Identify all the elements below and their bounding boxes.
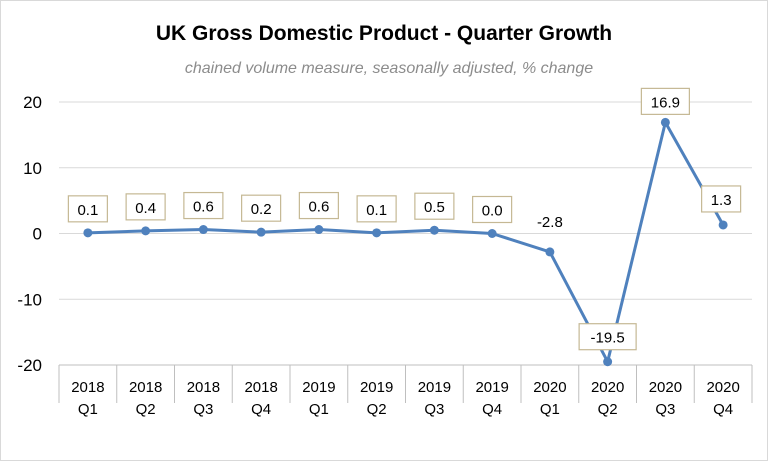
y-tick-label: 0 [33, 225, 42, 244]
data-point [487, 229, 497, 238]
data-label: 0.6 [298, 191, 339, 220]
x-tick-label-year: 2018 [244, 379, 277, 396]
data-label-box [241, 194, 282, 222]
x-tick-label-quarter: Q3 [193, 401, 213, 418]
data-label: 0.6 [183, 191, 224, 220]
series-line-path [87, 120, 725, 364]
data-label-text: 0.6 [308, 199, 329, 216]
data-label: -2.8 [537, 214, 563, 231]
series-line [87, 120, 725, 364]
data-point [603, 357, 613, 367]
chart-title: UK Gross Domestic Product - Quarter Grow… [156, 22, 612, 45]
data-point [83, 228, 93, 238]
data-label: 0.0 [472, 195, 513, 224]
y-tick-label: 10 [23, 159, 42, 178]
data-label-box [640, 87, 690, 115]
data-points [83, 117, 728, 367]
x-tick-label-year: 2019 [360, 379, 393, 396]
data-label-text: -2.8 [537, 214, 563, 231]
data-label: 0.4 [125, 193, 166, 221]
data-label-text: 16.9 [651, 94, 680, 111]
data-label-text: 0.1 [366, 202, 387, 219]
x-tick-label-quarter: Q3 [424, 401, 444, 418]
x-tick-label-year: 2019 [475, 379, 508, 396]
data-point [660, 117, 670, 127]
x-axis-ticks: 2018 Q1 2018 Q2 2018 Q3 2018 Q4 2019 Q1 2019 Q2 2019… [58, 364, 753, 418]
data-label-text: 0.2 [251, 201, 272, 218]
data-label: 0.1 [67, 195, 108, 223]
x-tick-label-quarter: Q1 [309, 401, 329, 418]
data-label-box [67, 195, 108, 223]
data-label-box [183, 191, 224, 220]
data-label: -19.5 [578, 323, 637, 351]
x-tick-label-quarter: Q2 [598, 401, 618, 418]
data-label: 1.3 [701, 185, 742, 213]
data-point [545, 247, 555, 257]
data-label-text: 0.4 [135, 200, 156, 217]
data-point [314, 225, 324, 235]
data-label-box [298, 191, 339, 220]
x-tick-label-quarter: Q4 [251, 401, 271, 418]
data-label-box [701, 185, 742, 213]
data-label-text: -19.5 [591, 330, 625, 347]
data-labels: 0.1 0.4 0.6 0.2 0.6 0.1 0.5 0.0 -2.8 -19.5 16.9 1.3 [67, 87, 742, 351]
x-tick-label-quarter: Q4 [482, 401, 502, 418]
data-label-box [578, 323, 637, 351]
x-tick-label-quarter: Q1 [540, 401, 560, 418]
x-tick-label-year: 2020 [591, 379, 624, 396]
x-tick-label-year: 2020 [649, 379, 682, 396]
data-point [141, 226, 151, 236]
data-label-text: 0.1 [77, 202, 98, 219]
x-tick-label-quarter: Q4 [713, 401, 733, 418]
data-label-box [414, 192, 455, 220]
data-label: 0.2 [241, 194, 282, 222]
data-point [256, 227, 266, 237]
chart-subtitle: chained volume measure, seasonally adjus… [185, 60, 593, 77]
data-label-text: 0.0 [482, 203, 503, 220]
data-point [198, 225, 208, 235]
y-tick-label: -10 [17, 290, 42, 309]
data-label-box [472, 195, 513, 224]
y-axis-ticks: 20 10 0 -10 -20 [17, 93, 42, 375]
data-label-text: 0.5 [424, 199, 445, 216]
x-tick-label-year: 2020 [533, 379, 566, 396]
x-tick-label-year: 2019 [302, 379, 335, 396]
x-tick-label-quarter: Q2 [136, 401, 156, 418]
data-label: 0.1 [356, 195, 397, 223]
x-tick-label-quarter: Q1 [78, 401, 98, 418]
x-tick-label-year: 2020 [706, 379, 739, 396]
x-tick-label-year: 2018 [71, 379, 104, 396]
data-point [718, 220, 728, 230]
x-tick-label-year: 2019 [418, 379, 451, 396]
data-label-text: 0.6 [193, 199, 214, 216]
data-label: 16.9 [640, 87, 690, 115]
data-label-box [125, 193, 166, 221]
data-point [429, 225, 439, 235]
gridlines [59, 101, 752, 300]
y-tick-label: -20 [17, 356, 42, 375]
data-label: 0.5 [414, 192, 455, 220]
data-label-text: 1.3 [711, 192, 732, 209]
data-point [372, 228, 382, 238]
x-tick-label-quarter: Q2 [367, 401, 387, 418]
x-tick-label-year: 2018 [129, 379, 162, 396]
x-tick-label-quarter: Q3 [655, 401, 675, 418]
data-label-box [356, 195, 397, 223]
y-tick-label: 20 [23, 93, 42, 112]
x-tick-label-year: 2018 [187, 379, 220, 396]
